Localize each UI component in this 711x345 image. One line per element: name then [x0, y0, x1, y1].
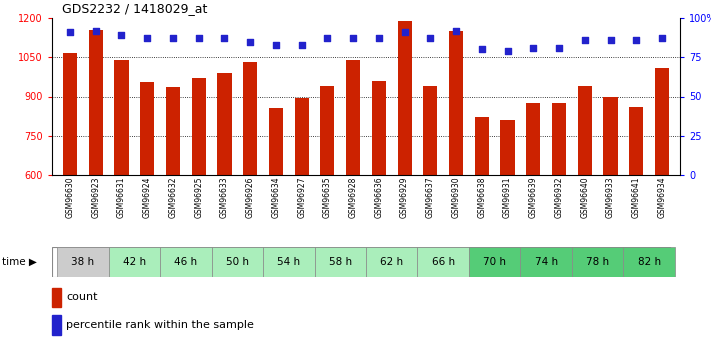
Bar: [263, 247, 314, 277]
Point: [64, 29, 75, 35]
Bar: [212, 247, 263, 277]
Point: [656, 36, 668, 41]
Bar: [52, 315, 61, 335]
Bar: [314, 247, 366, 277]
Bar: [501, 120, 515, 175]
Point: [90, 28, 102, 33]
Text: 74 h: 74 h: [535, 257, 557, 267]
Bar: [629, 107, 643, 175]
Bar: [366, 247, 417, 277]
Bar: [372, 81, 386, 175]
Bar: [89, 30, 103, 175]
Point: [528, 45, 539, 51]
Point: [579, 37, 590, 43]
Text: 70 h: 70 h: [483, 257, 506, 267]
Bar: [243, 62, 257, 175]
Bar: [109, 247, 160, 277]
Text: 82 h: 82 h: [638, 257, 661, 267]
Point: [348, 36, 359, 41]
Text: 42 h: 42 h: [123, 257, 146, 267]
Point: [167, 36, 178, 41]
Bar: [526, 103, 540, 175]
Point: [424, 36, 436, 41]
Point: [296, 42, 307, 48]
Bar: [192, 78, 205, 175]
Bar: [160, 247, 212, 277]
Bar: [624, 247, 675, 277]
Bar: [397, 21, 412, 175]
Bar: [423, 86, 437, 175]
Bar: [655, 68, 669, 175]
Bar: [346, 60, 360, 175]
Bar: [475, 117, 489, 175]
Point: [219, 36, 230, 41]
Bar: [166, 87, 180, 175]
Text: time ▶: time ▶: [2, 257, 37, 267]
Bar: [449, 31, 463, 175]
Text: 38 h: 38 h: [71, 257, 95, 267]
Bar: [321, 86, 334, 175]
Bar: [269, 108, 283, 175]
Point: [476, 47, 488, 52]
Bar: [140, 82, 154, 175]
Bar: [294, 98, 309, 175]
Text: 54 h: 54 h: [277, 257, 300, 267]
Point: [321, 36, 333, 41]
Bar: [114, 60, 129, 175]
Point: [373, 36, 385, 41]
Text: 78 h: 78 h: [586, 257, 609, 267]
Bar: [469, 247, 520, 277]
Bar: [604, 97, 618, 175]
Point: [141, 36, 153, 41]
Point: [631, 37, 642, 43]
Text: 58 h: 58 h: [328, 257, 352, 267]
Point: [116, 32, 127, 38]
Bar: [520, 247, 572, 277]
Bar: [552, 103, 566, 175]
Bar: [417, 247, 469, 277]
Text: 62 h: 62 h: [380, 257, 403, 267]
Point: [553, 45, 565, 51]
Point: [245, 39, 256, 44]
Text: percentile rank within the sample: percentile rank within the sample: [66, 319, 254, 329]
Bar: [572, 247, 624, 277]
Point: [193, 36, 204, 41]
Point: [502, 48, 513, 54]
Bar: [63, 53, 77, 175]
Point: [605, 37, 616, 43]
Point: [399, 29, 410, 35]
Text: 46 h: 46 h: [174, 257, 198, 267]
Text: count: count: [66, 292, 97, 302]
Bar: [57, 247, 109, 277]
Text: 66 h: 66 h: [432, 257, 455, 267]
Bar: [218, 73, 232, 175]
Text: 50 h: 50 h: [226, 257, 249, 267]
Point: [450, 28, 461, 33]
Bar: [52, 288, 61, 307]
Bar: [578, 86, 592, 175]
Point: [270, 42, 282, 48]
Text: GDS2232 / 1418029_at: GDS2232 / 1418029_at: [62, 2, 208, 15]
